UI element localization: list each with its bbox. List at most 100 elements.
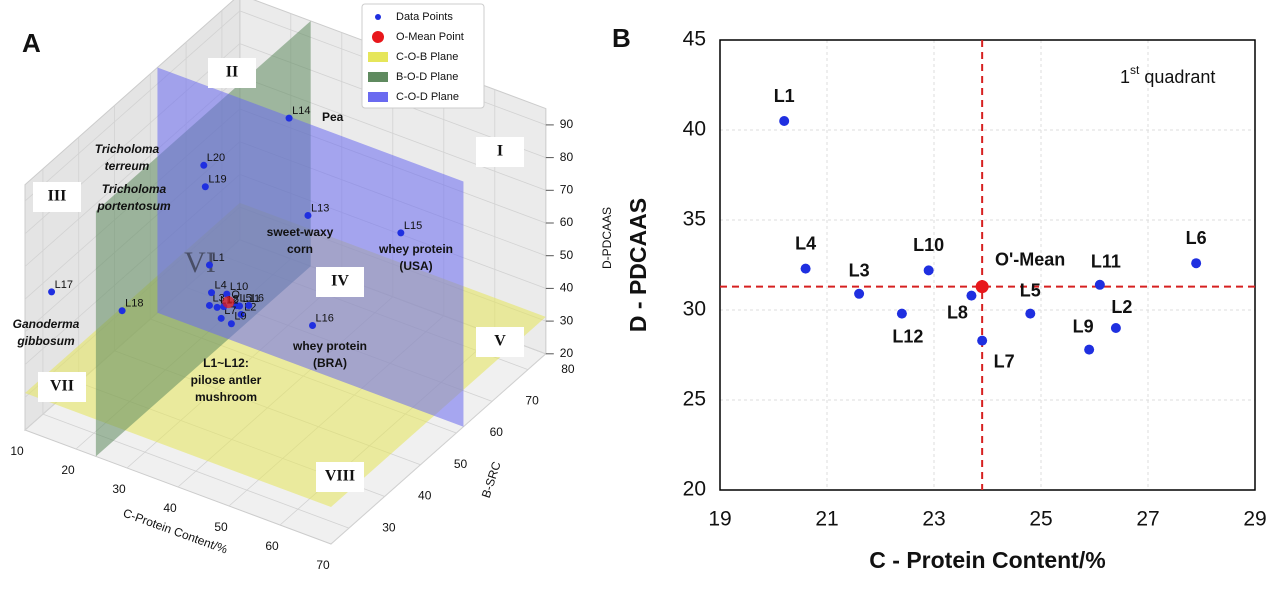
quadrant-label: 1st quadrant xyxy=(1120,63,1215,87)
z-tick-label: 60 xyxy=(560,215,574,229)
annotation: corn xyxy=(287,242,313,256)
x-tick-label: 25 xyxy=(1029,508,1052,531)
data-point xyxy=(800,263,811,274)
data-point xyxy=(1084,344,1095,355)
point-label: L5 xyxy=(240,293,252,305)
region-box xyxy=(476,327,524,357)
point-label: L13 xyxy=(311,202,329,214)
region-label: VII xyxy=(50,378,74,395)
legend-marker xyxy=(375,14,381,20)
y-tick-label: 30 xyxy=(683,298,706,321)
point-label: L5 xyxy=(1020,280,1041,300)
y-axis-title: D - PDCAAS xyxy=(625,198,651,332)
y-tick-label: 50 xyxy=(454,457,468,471)
data-point xyxy=(118,307,126,315)
annotation: terreum xyxy=(105,159,150,173)
point-label: L6 xyxy=(252,292,264,304)
data-point xyxy=(48,288,56,296)
y-tick-label: 35 xyxy=(683,208,706,231)
region-box xyxy=(316,462,364,492)
data-point xyxy=(223,290,231,298)
z-tick-label: 50 xyxy=(560,248,574,262)
point-label: L10 xyxy=(913,235,944,255)
data-point xyxy=(227,320,235,328)
panel-label: A xyxy=(22,28,41,58)
quadrant-number: 1 xyxy=(1120,67,1130,87)
x-tick-label: 27 xyxy=(1136,508,1159,531)
point-label: L1 xyxy=(212,252,224,264)
region-box xyxy=(38,372,86,402)
data-point xyxy=(1025,308,1036,319)
x-tick-label: 30 xyxy=(112,482,126,496)
data-point xyxy=(245,302,253,310)
annotation: Pea xyxy=(322,110,344,124)
data-point xyxy=(1191,258,1202,269)
y-tick-label: 70 xyxy=(525,394,539,408)
annotation: (BRA) xyxy=(313,356,347,370)
point-label: L7 xyxy=(994,351,1015,371)
legend-marker xyxy=(368,72,388,82)
z-tick-label: 20 xyxy=(560,346,574,360)
data-point xyxy=(304,211,312,219)
legend-box xyxy=(361,3,485,109)
x-tick-label: 70 xyxy=(316,558,330,572)
data-point xyxy=(854,288,865,299)
legend-label: B-O-D Plane xyxy=(396,71,458,83)
annotation: Tricholoma xyxy=(95,142,160,156)
legend-marker xyxy=(372,31,384,43)
region-box xyxy=(316,267,364,297)
y-tick-label: 80 xyxy=(561,362,575,376)
point-label: L3 xyxy=(849,261,870,281)
region-box xyxy=(476,137,524,167)
panel-label: B xyxy=(612,23,631,53)
point-label: L16 xyxy=(316,312,334,324)
point-label: L7 xyxy=(224,305,236,317)
region-label: II xyxy=(226,64,238,81)
point-label: L11 xyxy=(243,293,261,305)
quadrant-text: quadrant xyxy=(1144,67,1215,87)
point-label: L20 xyxy=(207,152,225,164)
data-point xyxy=(236,302,244,310)
annotation: mushroom xyxy=(195,390,257,404)
point-label: L4 xyxy=(215,280,227,292)
y-tick-label: 25 xyxy=(683,388,706,411)
x-tick-label: 50 xyxy=(214,520,228,534)
data-point xyxy=(213,303,221,311)
annotation: portentosum xyxy=(96,199,171,213)
annotation: Tricholoma xyxy=(102,182,167,196)
y-tick-label: 45 xyxy=(683,28,706,51)
annotation: sweet-waxy xyxy=(267,225,334,239)
region-label: IV xyxy=(331,273,349,290)
z-tick-label: 70 xyxy=(560,182,574,196)
point-label: L14 xyxy=(292,105,310,117)
point-label: L10 xyxy=(230,281,248,293)
y-tick-label: 40 xyxy=(418,489,432,503)
data-point xyxy=(309,322,317,329)
point-label: L6 xyxy=(1186,228,1207,248)
x-tick-label: 40 xyxy=(163,501,177,515)
region-label: III xyxy=(48,188,67,205)
data-point xyxy=(285,114,293,122)
annotation: Ganoderma xyxy=(13,317,80,331)
z-tick-label: 40 xyxy=(560,281,574,295)
data-point xyxy=(200,161,208,169)
x-axis-title: C - Protein Content/% xyxy=(869,547,1105,573)
grid-line xyxy=(330,353,547,545)
point-label: L15 xyxy=(404,220,422,232)
quadrant-suffix: st xyxy=(1130,63,1140,77)
region-label: V xyxy=(494,333,506,350)
point-label: L9 xyxy=(1073,316,1094,336)
point-label: L1 xyxy=(774,86,795,106)
x-tick-label: 10 xyxy=(10,444,24,458)
x-tick-label: 23 xyxy=(922,508,945,531)
legend-label: C-O-B Plane xyxy=(396,51,458,63)
annotation: whey protein xyxy=(378,242,453,256)
plane xyxy=(157,67,464,427)
legend-label: Data Points xyxy=(396,11,453,23)
z-tick-label: 30 xyxy=(560,313,574,327)
legend-label: O-Mean Point xyxy=(396,31,464,43)
legend-label: C-O-D Plane xyxy=(396,91,459,103)
point-label: L8 xyxy=(947,302,968,322)
y-tick-label: 20 xyxy=(683,478,706,501)
